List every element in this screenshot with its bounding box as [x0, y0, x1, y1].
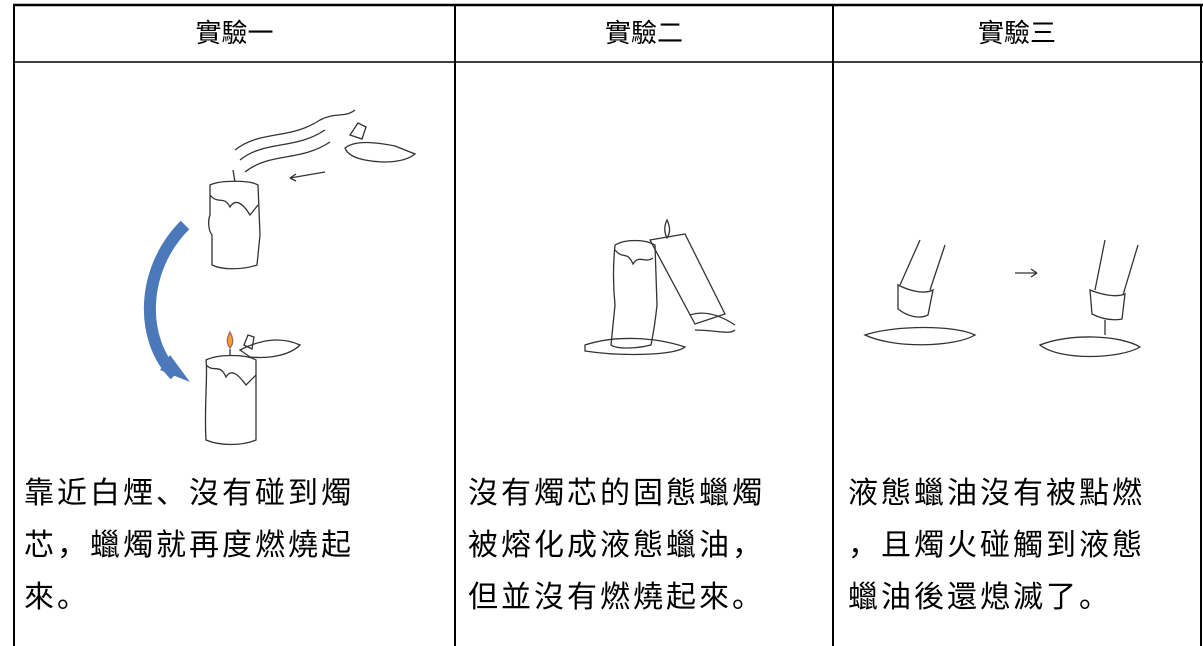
description: 沒有燭芯的固態蠟燭 被熔化成液態蠟油， 但並沒有燃燒起來。: [468, 468, 765, 624]
header-cell: 實驗一: [195, 19, 274, 49]
text-line: 液態蠟油沒有被點燃: [848, 476, 1145, 511]
text-line: ，且燭火碰觸到液態: [848, 528, 1145, 563]
header-cell: 實驗三: [977, 19, 1056, 49]
text-line: 沒有燭芯的固態蠟燭: [468, 476, 765, 511]
text-line: 靠近白煙、沒有碰到燭: [24, 476, 354, 511]
text-line: 被熔化成液態蠟油，: [468, 528, 765, 563]
description: 靠近白煙、沒有碰到燭 芯，蠟燭就再度燃燒起 來。: [24, 468, 354, 624]
text-line: 芯，蠟燭就再度燃燒起: [24, 528, 354, 563]
text-line: 蠟油後還熄滅了。: [848, 580, 1112, 615]
text-line: 來。: [24, 580, 90, 615]
description: 液態蠟油沒有被點燃 ，且燭火碰觸到液態 蠟油後還熄滅了。: [848, 468, 1145, 624]
header-cell: 實驗二: [604, 19, 683, 49]
text-line: 但並沒有燃燒起來。: [468, 580, 765, 615]
